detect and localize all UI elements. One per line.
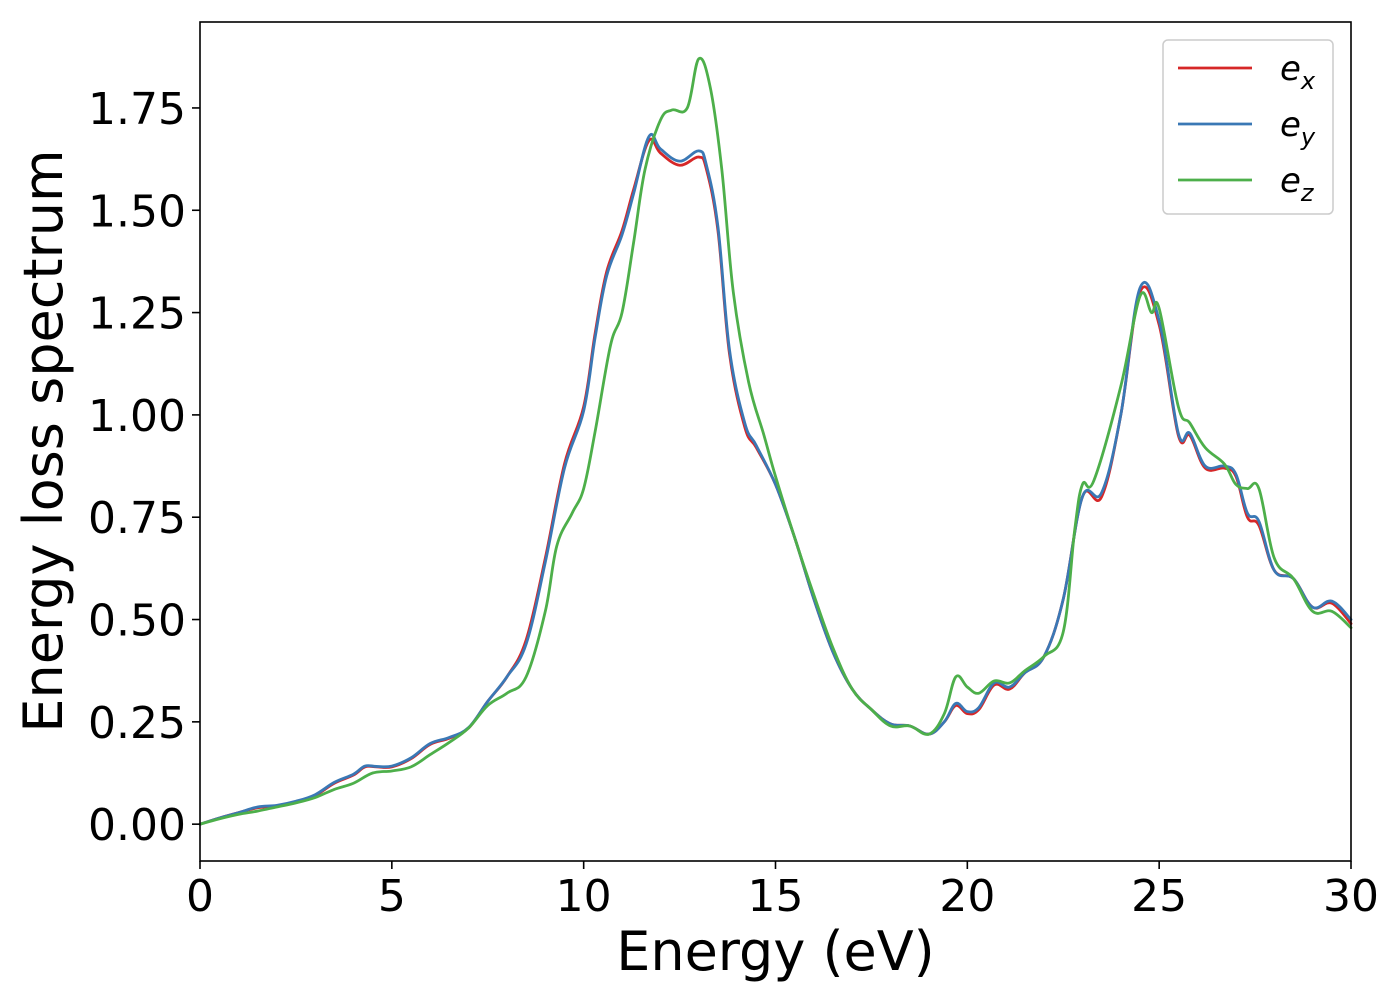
legend-label-y: ey: [1280, 105, 1316, 151]
x-tick-label: 30: [1323, 871, 1379, 922]
x-tick-label: 10: [556, 871, 612, 922]
x-axis-label: Energy (eV): [616, 920, 935, 983]
y-axis-ticks: 0.00 0.25 0.50 0.75 1.00 1.25 1.50 1.75: [88, 84, 200, 851]
legend-label-subscript: y: [1300, 123, 1316, 151]
x-tick-label: 20: [939, 871, 995, 922]
y-tick-label: 0.75: [88, 493, 186, 544]
y-tick-label: 1.75: [88, 84, 186, 135]
legend-label-subscript: z: [1300, 179, 1315, 207]
x-tick-label: 25: [1131, 871, 1187, 922]
y-tick-label: 0.25: [88, 698, 186, 749]
legend-label-base: e: [1280, 49, 1301, 89]
legend-label-base: e: [1280, 161, 1301, 201]
legend-label-base: e: [1280, 105, 1301, 145]
legend-label-z: ez: [1280, 161, 1315, 207]
x-tick-label: 15: [748, 871, 804, 922]
series-line-e-z: [198, 56, 1353, 826]
y-tick-label: 0.00: [88, 800, 186, 851]
legend-frame: [1162, 39, 1334, 215]
legend-label-subscript: x: [1300, 67, 1316, 95]
series-layer: [198, 56, 1353, 826]
x-tick-label: 5: [378, 871, 406, 922]
legend-label-x: ex: [1280, 49, 1316, 95]
y-tick-label: 1.50: [88, 186, 186, 237]
series-line-e-y: [198, 133, 1353, 826]
x-tick-label: 0: [186, 871, 214, 922]
x-axis-ticks: 0 5 10 15 20 25 30: [186, 861, 1379, 922]
y-axis-label: Energy loss spectrum: [12, 149, 75, 732]
y-tick-label: 1.25: [88, 289, 186, 340]
y-tick-label: 0.50: [88, 596, 186, 647]
y-tick-label: 1.00: [88, 391, 186, 442]
